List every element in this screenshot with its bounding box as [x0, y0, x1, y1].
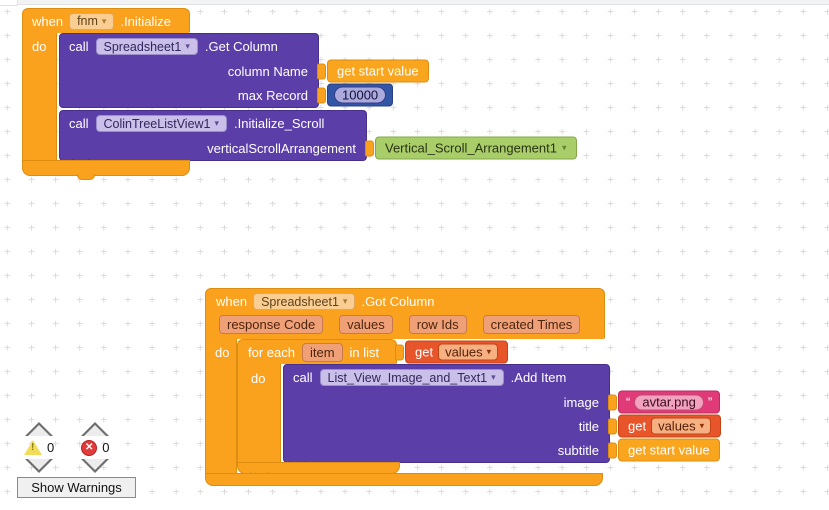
get-start-value-block[interactable]: get start value [618, 438, 720, 462]
event-param-response-code[interactable]: response Code [219, 315, 324, 334]
event-block-got-column[interactable]: when Spreadsheet1 ▾ .Got Column response… [205, 288, 722, 486]
socket-connector-icon [608, 442, 617, 458]
chevron-down-icon: ▾ [486, 346, 492, 357]
call-block-add-item[interactable]: call List_View_Image_and_Text1 ▾ .Add It… [283, 364, 722, 467]
socket-connector-icon [317, 63, 326, 79]
component-dropdown-fnm[interactable]: fnm ▾ [69, 12, 115, 30]
socket-connector-icon [395, 344, 404, 360]
component-dropdown-spreadsheet1[interactable]: Spreadsheet1 ▾ [253, 293, 356, 310]
text-string-block[interactable]: “ avtar.png ” [618, 390, 721, 414]
error-icon: ✕ [81, 439, 98, 456]
do-label: do [251, 371, 266, 386]
component-value-block[interactable]: Vertical_Scroll_Arrangement1 ▾ [375, 136, 577, 160]
errors-indicator: ✕ 0 [81, 422, 109, 473]
text-field[interactable]: avtar.png [634, 394, 704, 410]
socket-connector-icon [608, 418, 617, 434]
event-header[interactable]: when Spreadsheet1 ▾ .Got Column response… [205, 288, 605, 339]
event-param-created-times[interactable]: created Times [482, 315, 581, 334]
component-dropdown-spreadsheet1[interactable]: Spreadsheet1 ▾ [95, 38, 198, 55]
get-start-value-block[interactable]: get start value [327, 59, 429, 83]
workspace-top-scrollbar[interactable] [18, 0, 829, 5]
chevron-down-icon: ▾ [491, 372, 496, 382]
error-count: 0 [102, 440, 110, 455]
param-label-image: image [563, 394, 599, 410]
next-statement-tab [77, 174, 95, 180]
param-label-subtitle: subtitle [557, 442, 599, 458]
event-header[interactable]: when fnm ▾ .Initialize [22, 8, 190, 33]
call-block-get-column[interactable]: call Spreadsheet1 ▾ .Get Column column N… [59, 33, 429, 108]
chevron-down-icon: ▾ [214, 118, 220, 128]
event-block-foot [205, 473, 603, 486]
event-block-foot [22, 160, 190, 180]
param-label-title: title [578, 418, 599, 434]
call-keyword: call [69, 116, 89, 131]
event-block-fnm-initialize[interactable]: when fnm ▾ .Initialize do call Spreadshe… [22, 8, 577, 180]
method-name: .Initialize_Scroll [234, 116, 325, 131]
method-name: .Add Item [510, 370, 567, 385]
chevron-down-icon: ▾ [185, 41, 190, 51]
event-param-row-ids[interactable]: row Ids [408, 315, 467, 334]
socket-connector-icon [365, 140, 374, 156]
chevron-down-icon: ▾ [342, 296, 348, 306]
param-label-max-record: max Record [237, 87, 308, 103]
when-keyword: when [32, 13, 64, 29]
warnings-up-arrow[interactable] [25, 422, 54, 436]
param-label-vertical-scroll-arrangement: verticalScrollArrangement [207, 140, 356, 156]
param-label-column-name: column Name [227, 63, 308, 79]
event-param-values[interactable]: values [339, 315, 393, 334]
variable-dropdown[interactable]: values ▾ [438, 343, 499, 361]
warnings-errors-panel: ! 0 ✕ 0 [24, 422, 109, 473]
close-quote: ” [707, 394, 713, 410]
method-name: .Get Column [204, 39, 278, 54]
call-keyword: call [293, 370, 313, 385]
chevron-down-icon: ▾ [101, 15, 107, 26]
warning-icon: ! [24, 440, 42, 455]
errors-down-arrow[interactable] [81, 459, 110, 473]
do-slot-label-column: do [22, 33, 57, 161]
chevron-down-icon: ▾ [699, 420, 705, 431]
warnings-indicator: ! 0 [24, 422, 54, 473]
variable-dropdown[interactable]: values ▾ [651, 417, 712, 435]
event-name: .Initialize [120, 13, 172, 29]
get-variable-block[interactable]: get values ▾ [405, 340, 509, 364]
for-each-keyword: for each [248, 344, 295, 360]
call-block-initialize-scroll[interactable]: call ColinTreeListView1 ▾ .Initialize_Sc… [59, 110, 577, 165]
component-dropdown-colintreelistview1[interactable]: ColinTreeListView1 ▾ [95, 115, 228, 132]
do-label: do [32, 39, 47, 54]
socket-connector-icon [317, 87, 326, 103]
do-label: do [215, 345, 230, 360]
show-warnings-button[interactable]: Show Warnings [17, 477, 136, 498]
call-keyword: call [69, 39, 89, 54]
when-keyword: when [216, 294, 248, 309]
get-variable-block[interactable]: get values ▾ [618, 414, 722, 438]
socket-connector-icon [608, 394, 617, 410]
loop-var-item[interactable]: item [301, 342, 343, 362]
open-quote: “ [626, 394, 631, 410]
chevron-down-icon: ▾ [561, 142, 567, 153]
do-slot-label-column: do [205, 339, 237, 474]
component-dropdown-list-view-image-and-text1[interactable]: List_View_Image_and_Text1 ▾ [319, 369, 504, 386]
warning-count: 0 [47, 440, 55, 455]
in-list-keyword: in list [349, 344, 380, 360]
number-block[interactable]: 10000 [327, 83, 394, 107]
warnings-down-arrow[interactable] [25, 459, 54, 473]
do-slot-label-column: do [237, 364, 281, 463]
number-field[interactable]: 10000 [334, 86, 387, 104]
for-each-block[interactable]: for each item in list get values ▾ [237, 339, 722, 478]
errors-up-arrow[interactable] [81, 422, 110, 436]
workspace-corner [0, 0, 18, 6]
event-name: .Got Column [361, 294, 435, 309]
